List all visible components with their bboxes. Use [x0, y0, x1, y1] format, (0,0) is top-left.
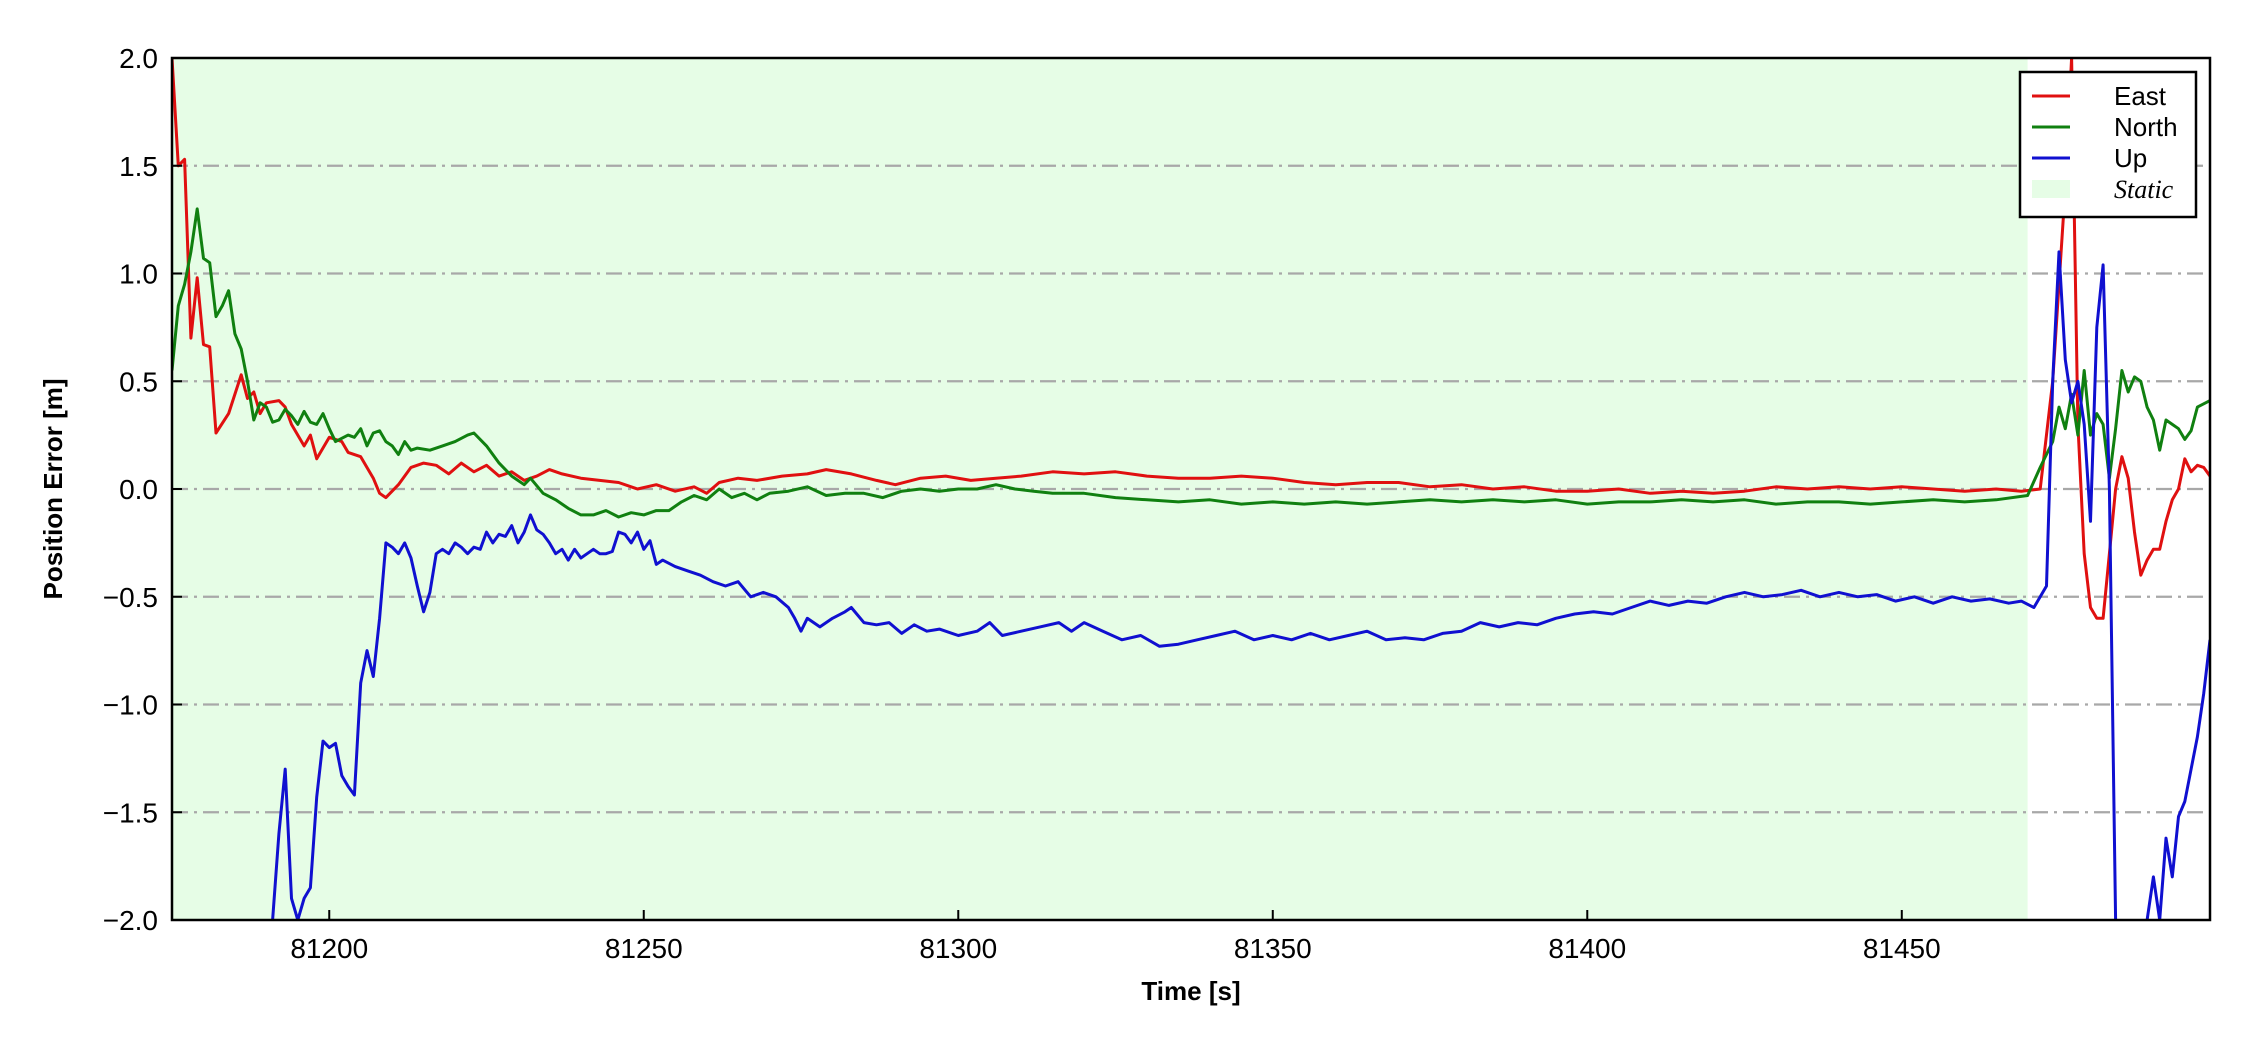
y-tick-label: −1.0	[103, 690, 158, 721]
legend-label-static: Static	[2114, 175, 2174, 204]
series-line-east	[172, 58, 2210, 620]
x-tick-label: 81350	[1234, 933, 1312, 964]
legend-label-up: Up	[2114, 143, 2147, 173]
x-tick-label: 81450	[1863, 933, 1941, 964]
series-line-up-tail	[2145, 639, 2210, 920]
series-line-north	[172, 207, 2210, 519]
legend-label-north: North	[2114, 112, 2178, 142]
x-tick-label: 81200	[290, 933, 368, 964]
y-axis: 2.0 1.5 1.0 0.5 0.0 −0.5 −1.0 −1.5 −2.0	[103, 43, 182, 936]
y-tick-label: 1.5	[119, 151, 158, 182]
y-tick-label: 0.0	[119, 474, 158, 505]
y-axis-label: Position Error [m]	[38, 378, 68, 599]
y-tick-label: 1.0	[119, 259, 158, 290]
x-axis-label: Time [s]	[1141, 976, 1240, 1006]
y-tick-label: −0.5	[103, 582, 158, 613]
series-line-up	[271, 250, 2118, 920]
legend-swatch-static	[2032, 180, 2070, 198]
y-tick-label: −1.5	[103, 797, 158, 828]
x-tick-label: 81400	[1548, 933, 1626, 964]
series-layer	[172, 58, 2210, 920]
x-tick-label: 81250	[605, 933, 683, 964]
y-tick-label: −2.0	[103, 905, 158, 936]
y-tick-label: 2.0	[119, 43, 158, 74]
legend-label-east: East	[2114, 81, 2167, 111]
x-tick-label: 81300	[919, 933, 997, 964]
x-axis: 81200 81250 81300 81350 81400 81450	[290, 910, 1941, 964]
y-tick-label: 0.5	[119, 366, 158, 397]
static-span	[172, 58, 2028, 920]
